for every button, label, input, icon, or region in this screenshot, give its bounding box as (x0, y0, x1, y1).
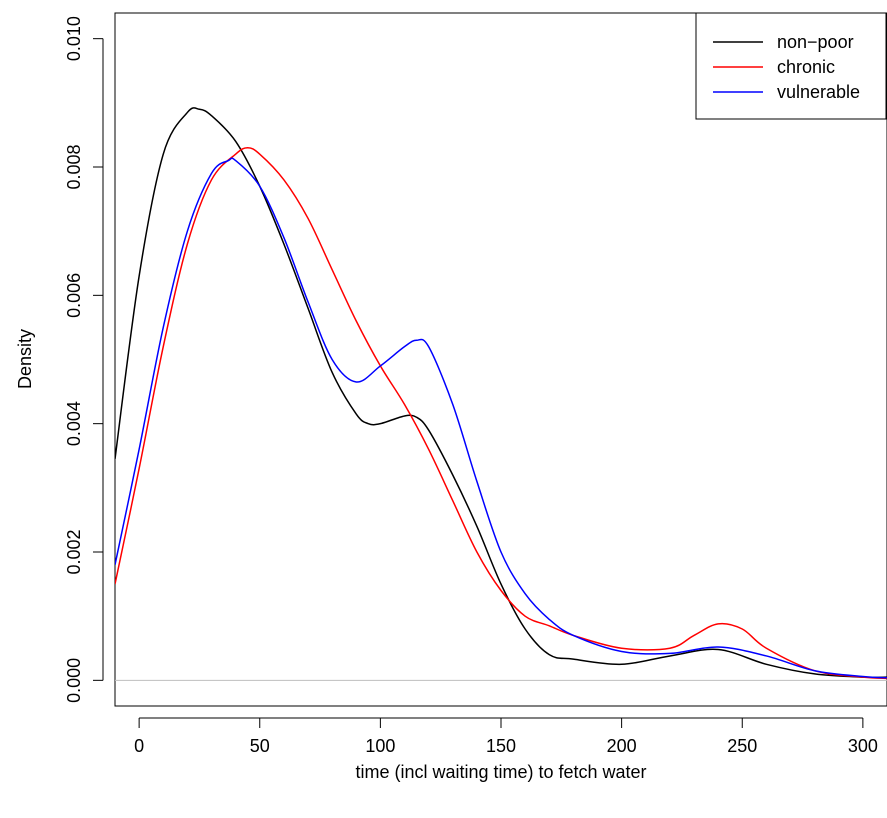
x-tick-label: 250 (727, 736, 757, 756)
x-tick-label: 200 (607, 736, 637, 756)
y-axis: 0.000 0.002 0.004 0.006 0.008 0.010 (64, 16, 104, 703)
legend-box (695, 12, 887, 120)
x-tick-label: 0 (134, 736, 144, 756)
legend-label-1: non−poor (777, 32, 854, 52)
x-tick-label: 100 (365, 736, 395, 756)
legend: non−poor chronic vulnerable (695, 12, 887, 120)
series-lines (115, 107, 887, 680)
series-line-3 (115, 157, 887, 679)
x-axis-title: time (incl waiting time) to fetch water (355, 762, 646, 782)
y-tick-label: 0.004 (64, 401, 84, 446)
series-line-2 (115, 146, 887, 680)
series-line-1 (115, 107, 887, 679)
y-axis-title: Density (15, 329, 35, 389)
x-tick-label: 50 (250, 736, 270, 756)
y-tick-label: 0.010 (64, 16, 84, 61)
legend-label-2: chronic (777, 57, 835, 77)
legend-label-3: vulnerable (777, 82, 860, 102)
y-tick-label: 0.008 (64, 144, 84, 189)
x-tick-label: 150 (486, 736, 516, 756)
x-axis: 0 50 100 150 200 250 300 (134, 717, 878, 756)
x-tick-label: 300 (848, 736, 878, 756)
y-tick-label: 0.002 (64, 529, 84, 574)
plot-frame (114, 12, 887, 707)
y-tick-label: 0.006 (64, 273, 84, 318)
y-tick-label: 0.000 (64, 658, 84, 703)
